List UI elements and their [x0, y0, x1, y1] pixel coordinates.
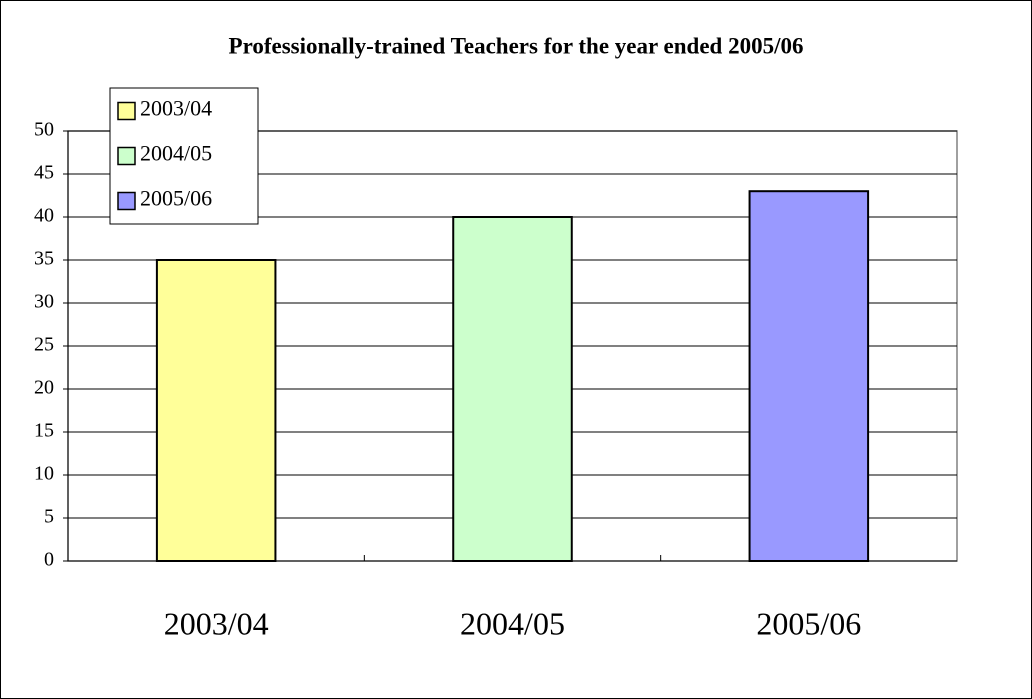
- legend-label: 2005/06: [140, 186, 212, 211]
- y-tick-label: 50: [34, 119, 54, 141]
- y-tick-label: 25: [34, 334, 54, 356]
- x-tick-label: 2003/04: [164, 605, 269, 641]
- y-tick-label: 5: [44, 506, 54, 528]
- x-tick-label: 2004/05: [460, 605, 565, 641]
- bar: [452, 216, 573, 562]
- y-tick-label: 35: [34, 248, 54, 270]
- legend-label: 2004/05: [140, 141, 212, 166]
- y-tick-label: 30: [34, 291, 54, 313]
- y-tick-label: 10: [34, 463, 54, 485]
- legend-swatch: [117, 191, 136, 211]
- x-tick-label: 2005/06: [756, 605, 861, 641]
- y-tick-label: 15: [34, 420, 54, 442]
- legend-swatch: [117, 146, 136, 166]
- legend-swatch: [117, 101, 136, 121]
- legend-label: 2003/04: [140, 96, 212, 121]
- y-tick-label: 20: [34, 377, 54, 399]
- y-tick-label: 0: [44, 549, 54, 571]
- chart-title: Professionally-trained Teachers for the …: [229, 33, 804, 58]
- bar: [748, 190, 870, 562]
- y-tick-label: 40: [34, 205, 54, 227]
- bar: [155, 259, 277, 562]
- y-tick-label: 45: [34, 162, 54, 184]
